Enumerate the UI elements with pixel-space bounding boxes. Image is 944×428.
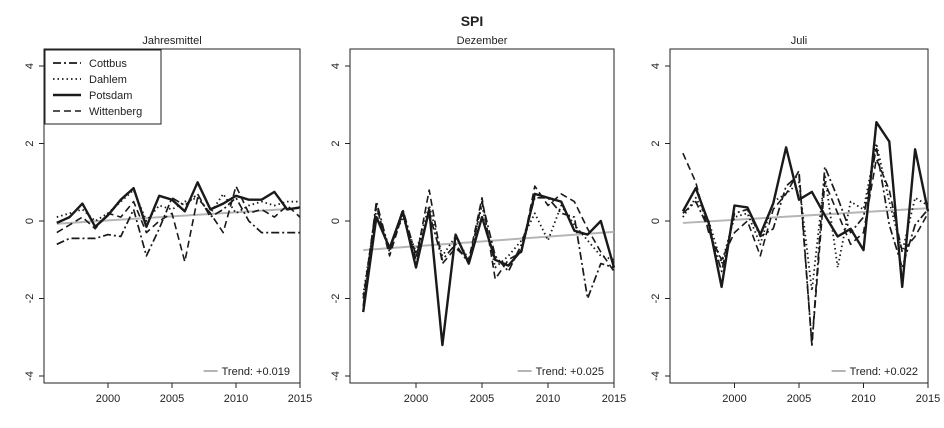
y-tick-label: -2: [24, 294, 36, 304]
trend-label: Trend: +0.022: [850, 366, 918, 378]
series-line-cottbus: [56, 193, 300, 257]
x-tick-label: 2005: [787, 393, 811, 405]
y-tick-label: 2: [24, 140, 36, 146]
y-tick-label: 4: [650, 63, 662, 69]
y-tick-label: 4: [24, 63, 36, 69]
panel-dezember: Dezember 2000 2005 2010 2015 -4 -2 0 2 4 Trend: +0…: [330, 35, 626, 405]
panel-title: Juli: [791, 35, 808, 47]
x-tick-label: 2015: [602, 393, 626, 405]
x-tick-label: 2000: [722, 393, 746, 405]
series-line-dahlem: [56, 189, 300, 222]
y-tick-label: 0: [24, 218, 36, 224]
panel-jahresmittel: Jahresmittel 2000 2005 2010 2015 -4 -2 0 2 4 Trend…: [24, 35, 312, 405]
x-tick-label: 2010: [224, 393, 248, 405]
figure-title: SPI: [461, 13, 484, 29]
series-line-potsdam: [681, 120, 930, 289]
y-tick-label: 2: [330, 140, 342, 146]
y-tick-label: -4: [330, 371, 342, 381]
y-tick-label: 4: [330, 63, 342, 69]
trend-label: Trend: +0.025: [536, 366, 604, 378]
y-tick-label: 0: [650, 218, 662, 224]
x-tick-label: 2010: [851, 393, 875, 405]
x-tick-label: 2005: [160, 393, 184, 405]
panel-juli: Juli 2000 2005 2010 2015 -4 -2 0 2 4 Trend: +0.022: [650, 35, 940, 405]
y-tick-label: -2: [330, 294, 342, 304]
trend-label: Trend: +0.019: [222, 366, 290, 378]
x-tick-label: 2015: [288, 393, 312, 405]
panel-title: Dezember: [457, 35, 508, 47]
panel-title: Jahresmittel: [142, 35, 201, 47]
legend-label-wittenberg: Wittenberg: [89, 106, 142, 118]
legend-label-potsdam: Potsdam: [89, 90, 132, 102]
series-line-cottbus: [682, 146, 929, 346]
trend-line: [56, 207, 301, 225]
trend-line: [682, 207, 929, 224]
chart-panels: Jahresmittel 2000 2005 2010 2015 -4 -2 0 2 4 Trend…: [24, 35, 940, 405]
x-tick-label: 2000: [96, 393, 120, 405]
series-line-wittenberg: [362, 185, 615, 299]
series-line-wittenberg: [56, 185, 301, 263]
y-tick-label: 0: [330, 218, 342, 224]
series-line-potsdam: [362, 192, 616, 347]
legend-label-dahlem: Dahlem: [89, 74, 127, 86]
x-tick-label: 2005: [470, 393, 494, 405]
series-line-potsdam: [56, 181, 301, 229]
legend-label-cottbus: Cottbus: [89, 58, 127, 70]
y-tick-label: -4: [650, 371, 662, 381]
x-tick-label: 2015: [916, 393, 940, 405]
x-tick-label: 2010: [536, 393, 560, 405]
y-tick-label: 2: [650, 140, 662, 146]
legend: Cottbus Dahlem Potsdam Wittenberg: [44, 49, 162, 125]
y-tick-label: -4: [24, 371, 36, 381]
y-tick-label: -2: [650, 294, 662, 304]
series-line-wittenberg: [682, 152, 929, 346]
x-tick-label: 2000: [404, 393, 428, 405]
